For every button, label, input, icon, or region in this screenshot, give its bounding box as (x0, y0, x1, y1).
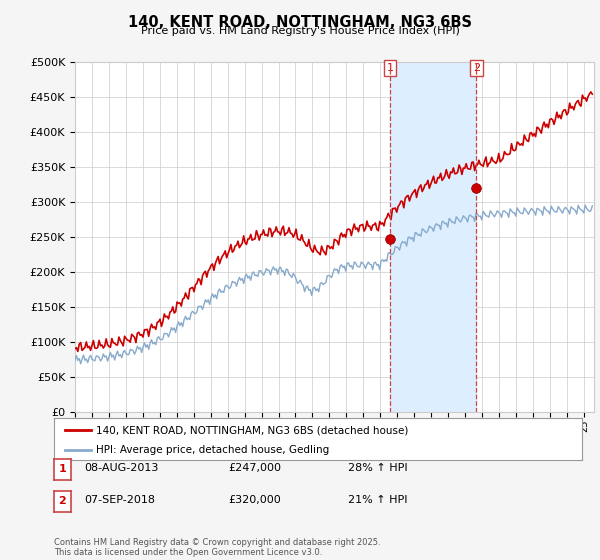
Text: 140, KENT ROAD, NOTTINGHAM, NG3 6BS (detached house): 140, KENT ROAD, NOTTINGHAM, NG3 6BS (det… (96, 425, 409, 435)
Text: 1: 1 (386, 63, 394, 73)
Bar (390, 62, 476, 412)
Text: 08-AUG-2013: 08-AUG-2013 (84, 463, 158, 473)
Text: 1: 1 (59, 464, 66, 474)
Text: £320,000: £320,000 (228, 494, 281, 505)
Text: 140, KENT ROAD, NOTTINGHAM, NG3 6BS: 140, KENT ROAD, NOTTINGHAM, NG3 6BS (128, 15, 472, 30)
Text: 2: 2 (59, 496, 66, 506)
Text: HPI: Average price, detached house, Gedling: HPI: Average price, detached house, Gedl… (96, 445, 329, 455)
Text: Price paid vs. HM Land Registry's House Price Index (HPI): Price paid vs. HM Land Registry's House … (140, 26, 460, 36)
Text: 2: 2 (473, 63, 480, 73)
Text: 28% ↑ HPI: 28% ↑ HPI (348, 463, 407, 473)
Text: £247,000: £247,000 (228, 463, 281, 473)
Text: 21% ↑ HPI: 21% ↑ HPI (348, 494, 407, 505)
Text: 07-SEP-2018: 07-SEP-2018 (84, 494, 155, 505)
Text: Contains HM Land Registry data © Crown copyright and database right 2025.
This d: Contains HM Land Registry data © Crown c… (54, 538, 380, 557)
